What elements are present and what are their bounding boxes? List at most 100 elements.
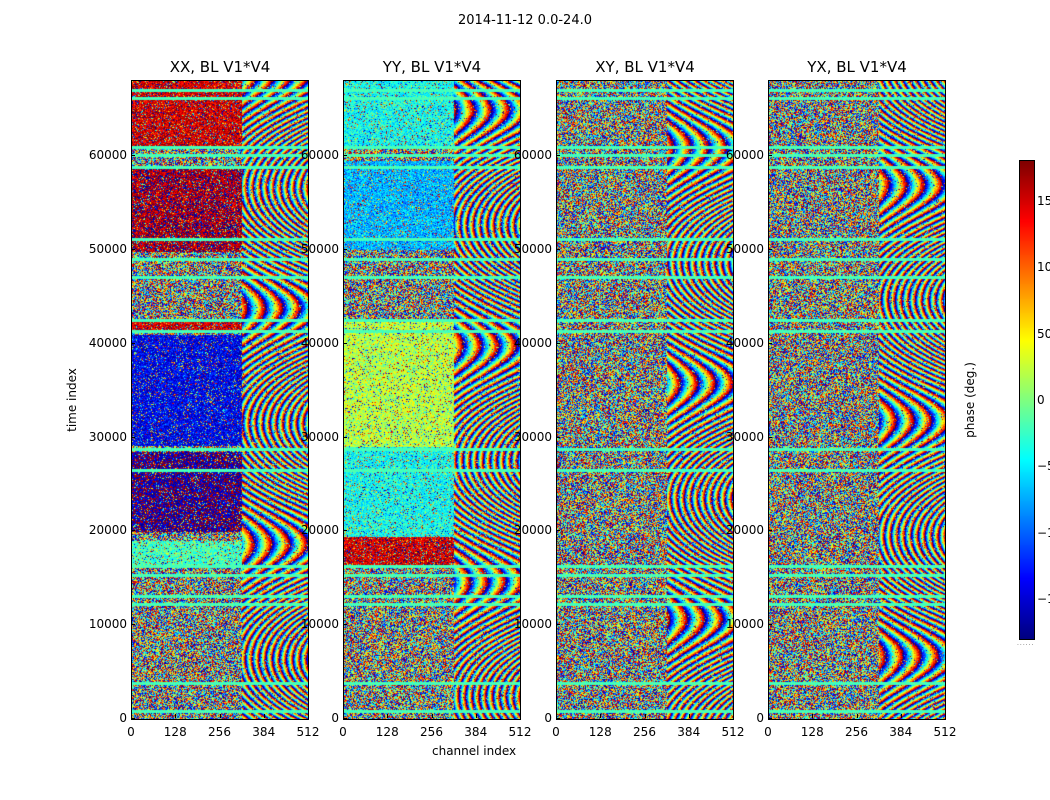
y-tick-label-yx: 40000 [725, 335, 764, 350]
x-tick-mark-xx [264, 714, 265, 718]
x-tick-label-xy: 384 [677, 725, 701, 739]
colorbar-label: phase (deg.) [963, 362, 977, 438]
x-tick-mark-yx [945, 714, 946, 718]
y-tick-label-yx: 30000 [725, 429, 764, 444]
colorbar-tick-label: −150 [1037, 592, 1050, 607]
y-tick-mark-yx [768, 624, 772, 625]
colorbar-tick-label: 0 [1037, 393, 1045, 407]
y-tick-label-yy: 50000 [300, 241, 339, 256]
x-tick-mark-xx [220, 714, 221, 718]
panel-title-xx: XX, BL V1*V4 [169, 58, 271, 76]
y-tick-label-xx: 0 [119, 711, 127, 725]
x-tick-mark-xy [689, 714, 690, 718]
x-tick-mark-yy [387, 714, 388, 718]
y-tick-mark-xx [131, 249, 135, 250]
y-tick-mark-yy [343, 343, 347, 344]
x-tick-label-yy: 512 [508, 725, 532, 739]
y-tick-mark-xx [131, 155, 135, 156]
y-tick-label-yx: 0 [756, 711, 764, 725]
y-tick-mark-xx [131, 343, 135, 344]
x-axis-label: channel index [432, 744, 517, 758]
y-tick-mark-yy [343, 718, 347, 719]
x-tick-label-yx: 128 [800, 725, 824, 739]
y-tick-label-yy: 20000 [300, 523, 339, 538]
y-tick-label-yx: 60000 [725, 148, 764, 163]
y-tick-mark-yx [768, 155, 772, 156]
x-tick-label-xy: 128 [588, 725, 612, 739]
y-tick-mark-yx [768, 530, 772, 531]
x-tick-label-xy: 256 [633, 725, 656, 739]
y-tick-label-xx: 10000 [88, 617, 127, 632]
y-tick-mark-xy [556, 155, 560, 156]
x-tick-mark-xy [733, 714, 734, 718]
y-axis-label: time index [65, 368, 79, 432]
x-tick-mark-yy [432, 714, 433, 718]
x-tick-label-yx: 256 [845, 725, 868, 739]
x-tick-mark-xy [600, 714, 601, 718]
y-tick-label-xx: 30000 [88, 429, 127, 444]
x-tick-mark-xx [175, 714, 176, 718]
y-tick-label-yx: 50000 [725, 241, 764, 256]
y-tick-label-yx: 20000 [725, 523, 764, 538]
y-tick-mark-xx [131, 718, 135, 719]
x-tick-mark-yy [520, 714, 521, 718]
y-tick-mark-xx [131, 437, 135, 438]
y-tick-label-xy: 50000 [513, 241, 552, 256]
y-tick-label-xx: 20000 [88, 523, 127, 538]
x-tick-mark-xx [308, 714, 309, 718]
panel-title-yy: YY, BL V1*V4 [382, 58, 482, 76]
x-tick-label-yx: 512 [933, 725, 957, 739]
colorbar [1020, 161, 1034, 639]
y-tick-mark-yx [768, 437, 772, 438]
colorbar-tick-label: 100 [1037, 260, 1050, 275]
y-tick-label-yy: 0 [331, 711, 339, 725]
panel-title-yx: YX, BL V1*V4 [807, 58, 907, 76]
x-tick-label-xx: 512 [296, 725, 320, 739]
panel-title-xy: XY, BL V1*V4 [595, 58, 695, 76]
colorbar-tick-label: 150 [1037, 193, 1050, 208]
y-tick-label-xy: 30000 [513, 429, 552, 444]
heatmap-yx [769, 81, 945, 719]
x-tick-label-xy: 0 [552, 725, 560, 739]
y-tick-mark-yx [768, 343, 772, 344]
colorbar-tick-label: −100 [1037, 525, 1050, 540]
x-tick-mark-yx [857, 714, 858, 718]
y-tick-mark-xy [556, 343, 560, 344]
y-tick-label-xy: 40000 [513, 335, 552, 350]
x-tick-label-yx: 0 [764, 725, 772, 739]
x-tick-label-yx: 384 [889, 725, 913, 739]
colorbar-tick-label: 50 [1037, 326, 1050, 341]
figure-suptitle: 2014-11-12 0.0-24.0 [458, 13, 592, 28]
y-tick-label-xx: 50000 [88, 241, 127, 256]
y-tick-mark-yy [343, 624, 347, 625]
x-tick-mark-yx [768, 714, 769, 718]
y-tick-label-yx: 10000 [725, 617, 764, 632]
y-tick-label-xy: 0 [544, 711, 552, 725]
x-tick-label-yy: 256 [420, 725, 443, 739]
x-tick-label-yy: 384 [464, 725, 488, 739]
y-tick-mark-xy [556, 530, 560, 531]
x-tick-label-xx: 384 [252, 725, 276, 739]
y-tick-mark-xy [556, 249, 560, 250]
x-tick-mark-xx [131, 714, 132, 718]
y-tick-mark-xy [556, 718, 560, 719]
y-tick-label-xy: 10000 [513, 617, 552, 632]
x-tick-mark-yy [476, 714, 477, 718]
y-tick-label-yy: 10000 [300, 617, 339, 632]
colorbar-offset-dots: ...... [1017, 640, 1035, 647]
heatmap-xx [132, 81, 308, 719]
y-tick-label-xx: 40000 [88, 335, 127, 350]
y-tick-mark-xy [556, 437, 560, 438]
x-tick-label-yy: 0 [339, 725, 347, 739]
y-tick-mark-xx [131, 624, 135, 625]
y-tick-mark-yy [343, 249, 347, 250]
x-tick-label-xx: 0 [127, 725, 135, 739]
y-tick-mark-xx [131, 530, 135, 531]
y-tick-mark-xy [556, 624, 560, 625]
heatmap-xy [557, 81, 733, 719]
y-tick-mark-yx [768, 249, 772, 250]
y-tick-label-yy: 60000 [300, 148, 339, 163]
x-tick-label-xy: 512 [721, 725, 745, 739]
y-tick-mark-yy [343, 530, 347, 531]
